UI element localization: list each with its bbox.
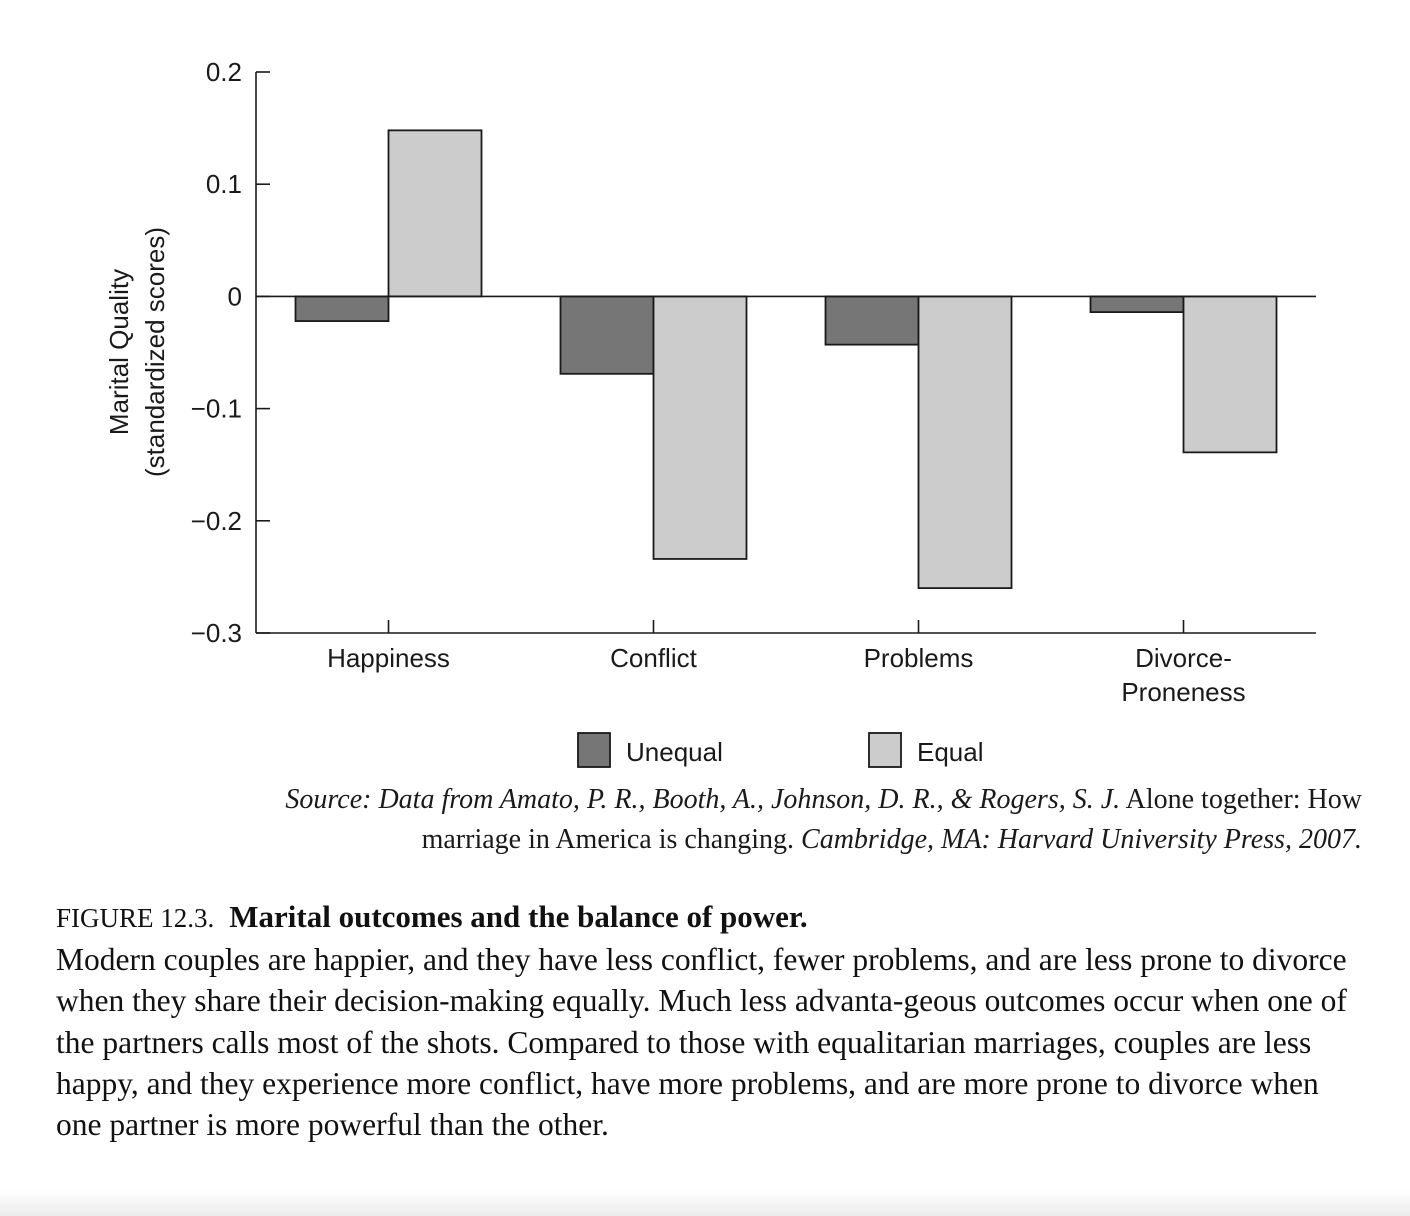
x-tick-label-1: Conflict xyxy=(610,643,697,673)
bar-unequal-1 xyxy=(559,295,655,375)
y-tick-label-0: 0.2 xyxy=(206,57,242,87)
source-italic-2: Cambridge, MA: Harvard University Press,… xyxy=(794,824,1362,855)
y-axis-label: Marital Quality (standardized scores) xyxy=(104,227,170,477)
figure-title: Marital outcomes and the balance of powe… xyxy=(229,899,808,934)
y-axis-label-line1: Marital Quality xyxy=(104,269,134,435)
y-tick-label-4: −0.2 xyxy=(191,506,242,536)
source-line-1: Source: Data from Amato, P. R., Booth, A… xyxy=(140,780,1362,820)
legend-swatch-equal xyxy=(868,732,902,768)
figure-caption: FIGURE 12.3. Marital outcomes and the ba… xyxy=(56,896,1356,1145)
figure-body-text: Modern couples are happier, and they hav… xyxy=(56,942,1347,1143)
legend-label-unequal: Unequal xyxy=(626,737,723,767)
y-tick-label-5: −0.3 xyxy=(191,618,242,648)
axes-layer: 0.2 0.1 0 −0.1 −0.2 −0.3 Happiness Conflict Prob… xyxy=(191,57,1316,707)
x-tick-label-0: Happiness xyxy=(327,643,450,673)
source-line-2: marriage in America is changing. Cambrid… xyxy=(140,820,1362,860)
bar-chart: Marital Quality (standardized scores) 0.… xyxy=(104,57,1316,768)
y-axis-label-line2: (standardized scores) xyxy=(140,227,170,477)
figure-heading: FIGURE 12.3. Marital outcomes and the ba… xyxy=(56,896,1356,939)
source-note: Source: Data from Amato, P. R., Booth, A… xyxy=(140,780,1362,860)
x-tick-label-3-line0: Divorce- xyxy=(1135,643,1232,673)
bar-equal-2 xyxy=(917,295,1013,590)
y-tick-label-2: 0 xyxy=(228,281,242,311)
x-tick-label-2: Problems xyxy=(864,643,974,673)
figure-number: FIGURE 12.3. xyxy=(56,903,215,933)
page-edge-shadow xyxy=(0,1190,1410,1216)
bar-equal-0 xyxy=(387,129,483,298)
legend-swatch-unequal xyxy=(577,732,611,768)
bar-unequal-2 xyxy=(824,295,920,346)
source-italic-1: Source: Data from Amato, P. R., Booth, A… xyxy=(285,784,1121,815)
legend: Unequal Equal xyxy=(577,732,984,768)
bar-equal-1 xyxy=(652,295,748,560)
bar-unequal-0 xyxy=(294,295,390,322)
x-tick-label-3-line1: Proneness xyxy=(1121,677,1245,707)
y-tick-label-1: 0.1 xyxy=(206,169,242,199)
source-roman-2: marriage in America is changing. xyxy=(421,824,795,855)
bar-unequal-3 xyxy=(1089,295,1185,314)
legend-label-equal: Equal xyxy=(917,737,984,767)
bars-layer xyxy=(294,129,1278,590)
bar-equal-3 xyxy=(1182,295,1278,454)
y-tick-label-3: −0.1 xyxy=(191,394,242,424)
source-roman-1: Alone together: How xyxy=(1120,784,1362,815)
